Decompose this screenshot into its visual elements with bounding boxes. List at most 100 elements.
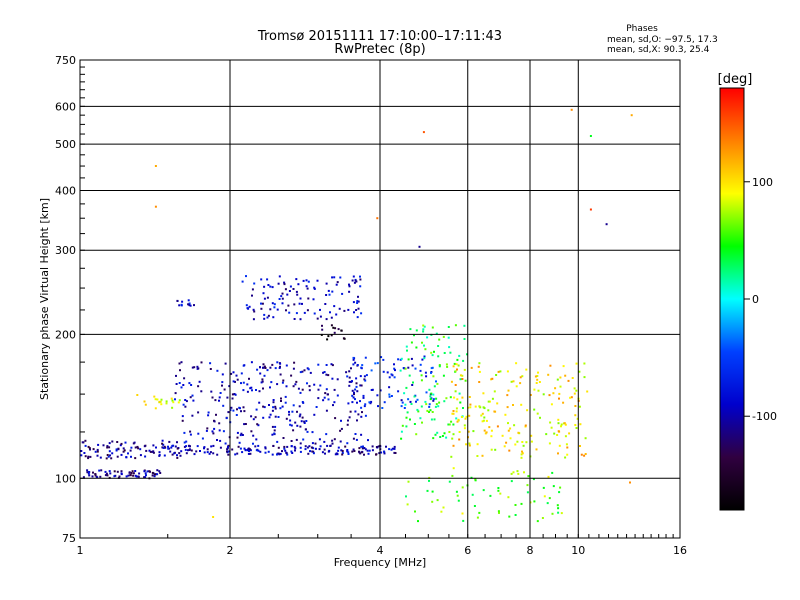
echo-point bbox=[499, 370, 502, 373]
echo-point bbox=[415, 400, 417, 403]
echo-point bbox=[510, 472, 513, 475]
echo-point bbox=[532, 478, 535, 481]
echo-point bbox=[605, 223, 608, 226]
echo-point bbox=[434, 405, 437, 408]
echo-point bbox=[567, 379, 570, 382]
echo-point bbox=[371, 449, 374, 452]
echo-point bbox=[419, 363, 422, 366]
echo-point bbox=[526, 484, 529, 487]
echo-point bbox=[505, 441, 508, 444]
echo-point bbox=[424, 348, 427, 351]
echo-point bbox=[356, 390, 359, 393]
echo-points bbox=[80, 108, 633, 523]
echo-point bbox=[462, 519, 465, 522]
echo-point bbox=[283, 283, 286, 286]
x-tick-label-5: 10 bbox=[571, 544, 585, 557]
echo-point bbox=[376, 394, 379, 397]
echo-point bbox=[226, 396, 229, 399]
echo-point bbox=[216, 439, 218, 441]
echo-point bbox=[292, 429, 295, 432]
echo-point bbox=[397, 358, 400, 361]
echo-point bbox=[353, 391, 355, 394]
echo-point bbox=[206, 451, 209, 454]
echo-point bbox=[422, 328, 425, 331]
echo-point bbox=[447, 336, 450, 339]
echo-point bbox=[254, 445, 257, 448]
echo-point bbox=[273, 432, 276, 435]
echo-point bbox=[211, 396, 214, 399]
echo-point bbox=[241, 434, 244, 436]
echo-point bbox=[176, 456, 179, 459]
echo-point bbox=[630, 114, 633, 117]
echo-point bbox=[325, 388, 328, 391]
echo-point bbox=[325, 433, 328, 436]
echo-point bbox=[507, 429, 510, 432]
echo-point bbox=[457, 499, 460, 502]
echo-point bbox=[180, 361, 183, 364]
echo-point bbox=[291, 452, 294, 454]
echo-point bbox=[548, 497, 551, 500]
echo-point bbox=[323, 440, 326, 443]
echo-point bbox=[552, 485, 555, 488]
echo-point bbox=[115, 449, 118, 452]
chart-title: Tromsø 20151111 17:10:00–17:11:43 bbox=[257, 29, 502, 44]
echo-point bbox=[118, 475, 121, 478]
echo-point bbox=[458, 438, 461, 441]
echo-point bbox=[249, 452, 252, 455]
echo-point bbox=[358, 450, 360, 453]
echo-point bbox=[469, 406, 472, 409]
echo-point bbox=[255, 389, 257, 391]
echo-point bbox=[339, 440, 342, 443]
echo-point bbox=[510, 380, 513, 383]
echo-point bbox=[127, 474, 130, 477]
echo-point bbox=[189, 304, 192, 307]
echo-point bbox=[421, 421, 423, 424]
echo-point bbox=[148, 470, 151, 473]
echo-point bbox=[195, 450, 198, 453]
echo-point bbox=[278, 367, 281, 369]
echo-point bbox=[154, 407, 157, 410]
echo-point bbox=[83, 452, 86, 454]
echo-point bbox=[252, 434, 255, 437]
echo-point bbox=[433, 418, 436, 421]
echo-point bbox=[378, 452, 381, 455]
echo-point bbox=[236, 431, 239, 434]
echo-point bbox=[403, 392, 406, 395]
echo-point bbox=[198, 380, 201, 383]
echo-point bbox=[530, 434, 533, 437]
echo-point bbox=[390, 395, 393, 397]
echo-point bbox=[501, 434, 504, 437]
echo-point bbox=[338, 307, 341, 310]
echo-point bbox=[409, 418, 411, 421]
echo-point bbox=[212, 452, 215, 455]
echo-point bbox=[189, 430, 192, 433]
echo-point bbox=[314, 447, 317, 450]
echo-point bbox=[213, 427, 216, 430]
echo-point bbox=[241, 280, 244, 283]
echo-point bbox=[307, 280, 310, 283]
echo-point bbox=[245, 304, 248, 307]
echo-point bbox=[163, 445, 166, 448]
echo-point bbox=[327, 450, 330, 453]
echo-point bbox=[321, 328, 324, 331]
echo-point bbox=[146, 470, 149, 473]
echo-point bbox=[224, 362, 227, 365]
echo-point bbox=[258, 390, 261, 393]
y-tick-label-2: 200 bbox=[55, 328, 76, 341]
echo-point bbox=[173, 452, 176, 455]
echo-point bbox=[509, 427, 512, 430]
echo-point bbox=[196, 445, 199, 448]
echo-point bbox=[360, 415, 363, 418]
echo-point bbox=[462, 407, 464, 409]
echo-point bbox=[298, 302, 301, 305]
echo-point bbox=[450, 380, 453, 383]
echo-point bbox=[227, 453, 230, 456]
echo-point bbox=[89, 448, 91, 451]
echo-point bbox=[243, 423, 246, 426]
echo-point bbox=[348, 285, 351, 288]
echo-point bbox=[207, 414, 210, 417]
echo-point bbox=[521, 375, 524, 378]
echo-point bbox=[522, 444, 525, 447]
echo-point bbox=[437, 405, 440, 408]
echo-point bbox=[189, 433, 192, 436]
